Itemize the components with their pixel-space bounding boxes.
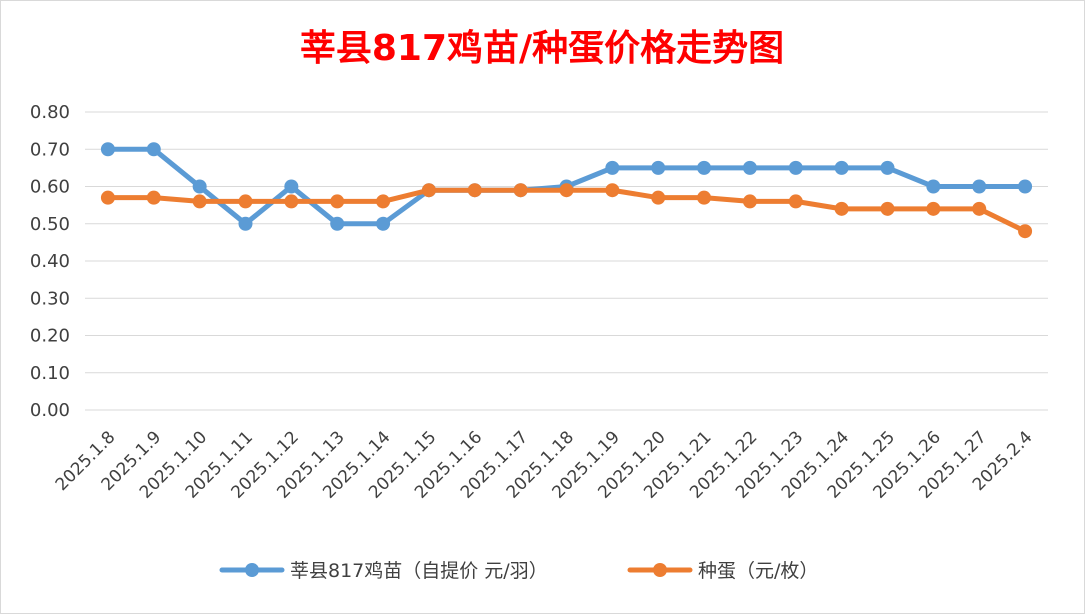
- data-point: [376, 216, 391, 231]
- legend-item: 种蛋（元/枚）: [627, 560, 818, 582]
- data-point: [100, 190, 115, 205]
- data-point: [376, 194, 391, 209]
- data-point: [605, 160, 620, 175]
- data-point: [330, 194, 345, 209]
- data-point: [742, 160, 757, 175]
- data-point: [467, 183, 482, 198]
- y-tick-label: 0.30: [30, 288, 70, 309]
- legend: 莘县817鸡苗（自提价 元/羽） 种蛋（元/枚）: [219, 560, 818, 582]
- data-point: [972, 201, 987, 216]
- y-tick-label: 0.00: [30, 400, 70, 421]
- data-point: [972, 179, 987, 194]
- data-point: [284, 194, 299, 209]
- data-point: [880, 201, 895, 216]
- series-1: [100, 183, 1033, 239]
- data-point: [1018, 224, 1033, 239]
- y-tick-label: 0.40: [30, 251, 70, 272]
- grid-lines: [85, 111, 1048, 411]
- y-tick-label: 0.10: [30, 363, 70, 384]
- data-point: [926, 179, 941, 194]
- data-point: [559, 183, 574, 198]
- data-point: [421, 183, 436, 198]
- data-point: [330, 216, 345, 231]
- data-point: [100, 142, 115, 157]
- x-axis-ticks: 2025.1.82025.1.92025.1.102025.1.112025.1…: [52, 427, 1037, 502]
- data-point: [742, 194, 757, 209]
- chart-title: 莘县817鸡苗/种蛋价格走势图: [300, 28, 784, 69]
- data-point: [834, 201, 849, 216]
- legend-label: 莘县817鸡苗（自提价 元/羽）: [290, 560, 548, 582]
- data-point: [284, 179, 299, 194]
- data-point: [146, 190, 161, 205]
- data-point: [651, 160, 666, 175]
- data-point: [880, 160, 895, 175]
- data-point: [788, 160, 803, 175]
- y-tick-label: 0.80: [30, 102, 70, 123]
- legend-swatch-marker: [653, 563, 667, 577]
- data-point: [1018, 179, 1033, 194]
- data-point: [146, 142, 161, 157]
- data-point: [192, 194, 207, 209]
- data-point: [788, 194, 803, 209]
- data-point: [926, 201, 941, 216]
- y-tick-label: 0.60: [30, 177, 70, 198]
- legend-item: 莘县817鸡苗（自提价 元/羽）: [219, 560, 548, 582]
- data-point: [192, 179, 207, 194]
- y-tick-label: 0.50: [30, 214, 70, 235]
- data-point: [605, 183, 620, 198]
- data-point: [697, 190, 712, 205]
- legend-label: 种蛋（元/枚）: [698, 560, 818, 582]
- y-tick-label: 0.20: [30, 326, 70, 347]
- data-point: [651, 190, 666, 205]
- legend-swatch-marker: [245, 563, 259, 577]
- data-point: [238, 194, 253, 209]
- data-point: [697, 160, 712, 175]
- y-tick-label: 0.70: [30, 139, 70, 160]
- data-point: [834, 160, 849, 175]
- data-point: [513, 183, 528, 198]
- series-layer: [100, 142, 1033, 239]
- y-axis-ticks: 0.00 0.10 0.20 0.30 0.40 0.50 0.60 0.70 0.80: [30, 102, 70, 421]
- data-point: [238, 216, 253, 231]
